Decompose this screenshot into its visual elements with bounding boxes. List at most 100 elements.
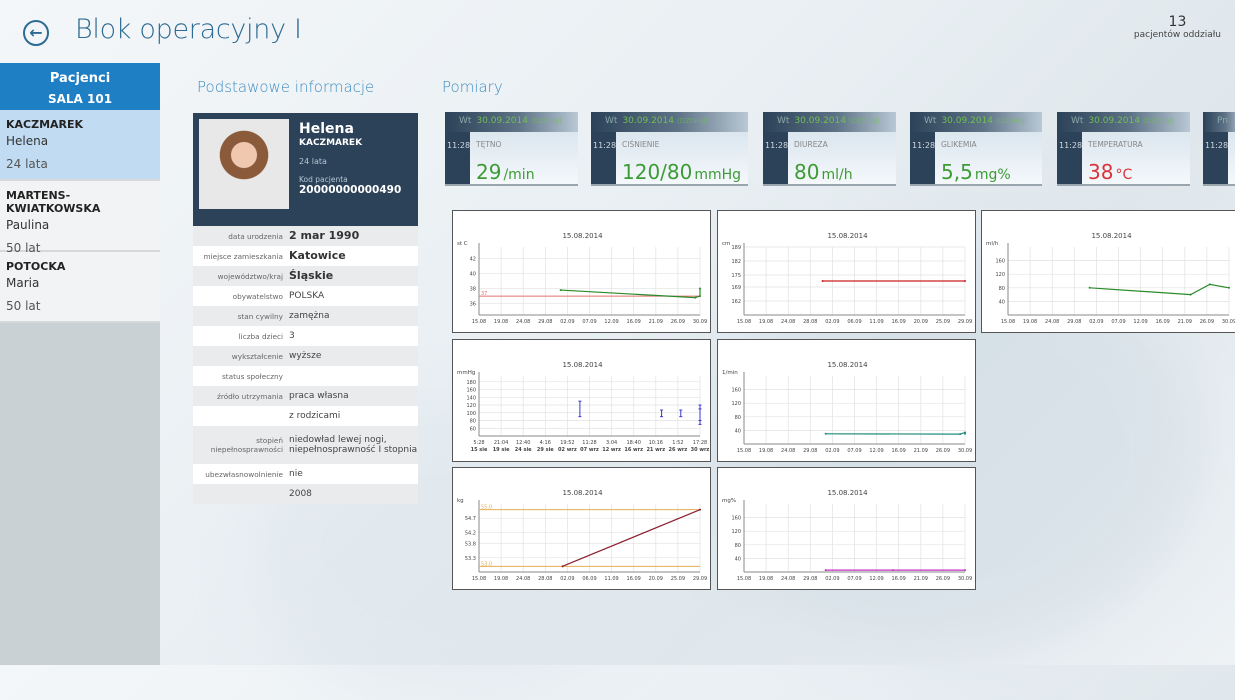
info-row: data urodzenia 2 mar 1990: [193, 226, 418, 246]
x-tick-label: 21.09: [914, 448, 928, 454]
patient-list-item[interactable]: MARTENS-KWIATKOWSKA Paulina 50 lat: [0, 181, 160, 255]
info-value: Śląskie: [289, 269, 334, 282]
series-line: [1089, 283, 1230, 296]
x-tick-label: 16.09: [892, 576, 906, 582]
data-point: [964, 569, 966, 572]
y-tick-label: 53.8: [465, 542, 476, 548]
x-tick-label: 26 wrz: [669, 447, 688, 453]
y-tick-label: 80: [735, 415, 741, 421]
patient-photo: [199, 119, 289, 209]
y-tick-label: 36: [470, 302, 476, 308]
patient-name: Helena: [6, 134, 49, 148]
y-tick-label: 80: [470, 419, 476, 425]
x-tick-label: 21:04: [494, 440, 508, 446]
measurement-name: GLIKEMIA: [941, 140, 977, 149]
chart-title: 15.08.2014: [562, 232, 603, 240]
measurement-number: 80: [794, 160, 820, 184]
series-line: [562, 509, 701, 567]
x-tick-label: 21.09: [914, 576, 928, 582]
x-tick-label: 15.08: [737, 576, 751, 582]
x-tick-label: 10:16: [649, 440, 663, 446]
x-tick-label: 02.09: [1089, 319, 1103, 325]
data-point: [964, 280, 966, 282]
x-tick-label: 28.08: [538, 576, 552, 582]
measurement-today: (DZISIAJ): [995, 117, 1028, 125]
patient-list-item[interactable]: POTOCKA Maria 50 lat: [0, 252, 160, 323]
x-tick-label: 29.08: [803, 576, 817, 582]
reference-label: 55,0: [481, 505, 492, 511]
measurement-number: 5,5: [941, 160, 973, 184]
info-value: 3: [289, 331, 295, 341]
x-tick-label: 29.09: [958, 319, 972, 325]
x-tick-label: 25.09: [671, 576, 685, 582]
x-tick-label: 15 sie: [471, 447, 488, 453]
data-point: [821, 280, 824, 282]
patient-first-name: Helena: [299, 121, 354, 137]
back-arrow-icon[interactable]: ←: [23, 20, 49, 46]
x-tick-label: 16.09: [892, 319, 906, 325]
measurement-chart[interactable]: 15.08.2014 mmHg 5:28 15 sie 21:04 19 sie 12:40…: [452, 339, 711, 462]
measurement-chart[interactable]: 15.08.2014 1/min 15.08 19.08 24.08 29.08 02.09…: [717, 339, 976, 462]
info-row: źródło utrzymania praca własna: [193, 386, 418, 406]
patient-card: Helena KACZMAREK 24 lata Kod pacjenta 20…: [193, 113, 418, 226]
y-tick-label: 160: [731, 516, 741, 522]
measurement-date-value: 30.09.2014: [1088, 116, 1140, 126]
chart-title: 15.08.2014: [827, 232, 868, 240]
info-row: z rodzicami: [193, 406, 418, 426]
info-value: praca własna: [289, 391, 349, 401]
x-tick-label: 07 wrz: [580, 447, 599, 453]
measurement-value: 5,5 mg%: [941, 160, 1011, 184]
y-tick-label: 189: [731, 245, 741, 251]
measurement-card[interactable]: Wt 30.09.2014 (DZISIAJ) 11:28 TEMPERATURA 38 °…: [1057, 112, 1190, 186]
measurement-day: Wt: [605, 116, 618, 126]
measurement-card[interactable]: Wt 30.09.2014 (DZISIAJ) 11:28 GLIKEMIA 5,5 mg%: [910, 112, 1042, 186]
data-point: [559, 289, 562, 292]
info-label: źródło utrzymania: [217, 391, 283, 401]
x-tick-label: 29.09: [693, 576, 707, 582]
measurement-card[interactable]: Wt 30.09.2014 (DZISIAJ) 11:28 TĘTNO 29/min: [445, 112, 578, 186]
measurement-unit: ml/h: [821, 167, 853, 183]
measurement-today: (DZISIAJ): [530, 117, 563, 125]
measurement-chart[interactable]: 15.08.2014 kg 15.08 19.08 24.08 28.08 02.09 06.…: [452, 467, 711, 590]
patient-count-label: pacjentów oddziału: [1133, 30, 1221, 40]
patient-surname: MARTENS-KWIATKOWSKA: [6, 189, 101, 215]
patient-name: Maria: [6, 276, 40, 290]
info-row: 2008: [193, 484, 418, 504]
data-point: [561, 565, 564, 568]
info-value: POLSKA: [289, 291, 325, 301]
measurement-chart[interactable]: 15.08.2014 ml/h 15.08 19.08 24.08 29.08 02.09 0…: [981, 210, 1235, 333]
info-row: liczba dzieci 3: [193, 326, 418, 346]
measurement-chart[interactable]: 15.08.2014 mg% 15.08 19.08 24.08 29.08 02.09 07…: [717, 467, 976, 590]
x-tick-label: 4:16: [540, 440, 551, 446]
patient-name: Paulina: [6, 218, 50, 232]
measurement-card[interactable]: Pn 11:28: [1203, 112, 1235, 186]
patient-list-item[interactable]: KACZMAREK Helena 24 lata: [0, 110, 160, 181]
measurement-unit: mg%: [974, 167, 1011, 183]
reference-label: 53,0: [481, 561, 492, 567]
info-row: wykształcenie wyższe: [193, 346, 418, 366]
patient-code: 20000000000490: [299, 184, 402, 196]
measurement-card[interactable]: Wt 30.09.2014 (DZISIAJ) 11:28 DIUREZA 80 ml/h: [763, 112, 896, 186]
sidebar-header: Pacjenci SALA 101: [0, 63, 160, 110]
measurement-day: Wt: [1071, 116, 1084, 126]
chart-title: 15.08.2014: [827, 489, 868, 497]
measurement-chart[interactable]: 15.08.2014 st C 15.08 19.08 24.08 29.08 02.09 0…: [452, 210, 711, 333]
data-point: [964, 432, 966, 435]
y-tick-label: 54.7: [465, 516, 476, 522]
y-tick-label: 60: [470, 426, 476, 432]
info-label: miejsce zamieszkania: [203, 251, 283, 261]
measurement-date-value: 30.09.2014: [794, 116, 846, 126]
measurement-chart[interactable]: 15.08.2014 cm 15.08 19.08 24.08 28.08 02.09 06.…: [717, 210, 976, 333]
measurement-body: 11:28 CIŚNIENIE 120/80 mmHg: [591, 132, 748, 184]
x-tick-label: 1:52: [672, 440, 683, 446]
x-tick-label: 12.09: [869, 448, 883, 454]
reference-label: 37: [481, 291, 487, 297]
x-tick-label: 15.08: [737, 319, 751, 325]
measurement-today: (DZISIAJ): [1142, 117, 1175, 125]
x-tick-label: 07.09: [847, 448, 861, 454]
info-value: niedowład lewej nogi, niepełnosprawność …: [289, 435, 418, 455]
x-tick-label: 07.09: [582, 319, 596, 325]
x-tick-label: 19.08: [759, 448, 773, 454]
measurement-card[interactable]: Wt 30.09.2014 (DZISIAJ) 11:28 CIŚNIENIE 120/8…: [591, 112, 748, 186]
y-tick-label: 182: [731, 259, 741, 265]
